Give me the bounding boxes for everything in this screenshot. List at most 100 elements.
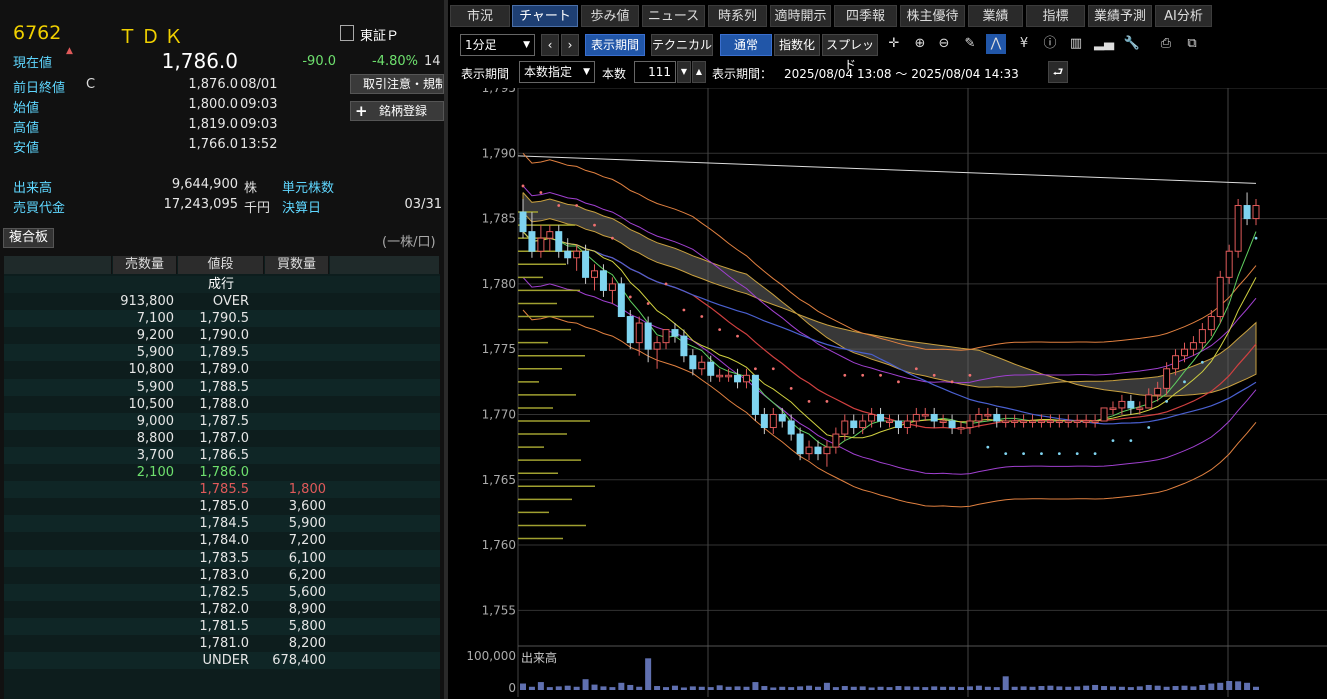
sar-dot	[1057, 452, 1061, 456]
next-arrow-icon[interactable]: ›	[561, 34, 579, 56]
period-button[interactable]: 表示期間	[585, 34, 645, 56]
tab-8[interactable]: 業績	[968, 5, 1023, 27]
board-row[interactable]: 1,782.0 8,900	[4, 600, 440, 618]
board-price: 1,784.0	[199, 533, 249, 549]
yen-icon[interactable]: ¥	[1019, 36, 1029, 51]
trade-notice-button[interactable]: 取引注意・規制	[350, 74, 444, 94]
market-order-row[interactable]: 成行	[4, 276, 440, 293]
volume-bar	[877, 686, 884, 690]
panel-divider[interactable]	[444, 0, 448, 699]
tab-10[interactable]: 業績予測	[1088, 5, 1152, 27]
board-price: 1,787.0	[199, 430, 249, 446]
info-icon[interactable]: ⓘ	[1043, 36, 1057, 51]
board-row[interactable]: 8,800 1,787.0	[4, 429, 440, 447]
wrench-icon[interactable]: 🔧	[1123, 36, 1141, 51]
board-tab[interactable]: 複合板	[3, 228, 55, 248]
print-icon[interactable]: ⎙	[1160, 36, 1172, 51]
board-sell-qty: 7,100	[136, 311, 174, 327]
board-row[interactable]: 1,784.0 7,200	[4, 532, 440, 550]
volume-profile-icon[interactable]: ▂▄	[1094, 36, 1114, 51]
tab-3[interactable]: ニュース	[642, 5, 705, 27]
candle	[573, 250, 581, 259]
board-row[interactable]: 5,900 1,788.5	[4, 378, 440, 396]
turnover-label: 売買代金	[13, 201, 66, 216]
volume-bar	[645, 658, 652, 690]
board-row[interactable]: UNDER 678,400	[4, 652, 440, 670]
board-row[interactable]: 1,785.5 1,800	[4, 481, 440, 499]
board-row[interactable]: 5,900 1,789.5	[4, 344, 440, 362]
candle	[823, 446, 831, 455]
register-button[interactable]: + 銘柄登録	[350, 101, 444, 121]
board-row[interactable]: 1,783.5 6,100	[4, 549, 440, 567]
candle	[966, 420, 974, 429]
tab-5[interactable]: 適時開示	[770, 5, 831, 27]
tab-9[interactable]: 指標	[1026, 5, 1085, 27]
candle	[1002, 420, 1010, 423]
candle	[689, 355, 697, 370]
interval-select[interactable]: 1分足 ▼	[460, 34, 535, 56]
technical-button[interactable]: テクニカル	[651, 34, 713, 56]
sar-dot	[1165, 400, 1169, 403]
return-icon[interactable]: ⮐	[1048, 61, 1068, 83]
my-chart-icon[interactable]: ▥	[1069, 36, 1083, 51]
candle	[725, 374, 733, 378]
candle	[1145, 394, 1153, 409]
period-mode-select[interactable]: 本数指定 ▼	[519, 61, 595, 83]
candle	[591, 270, 599, 278]
chart-pattern-icon[interactable]: ⋀	[986, 34, 1006, 54]
board-row[interactable]: 10,800 1,789.0	[4, 361, 440, 379]
document-icon[interactable]	[340, 25, 354, 41]
volume-bar	[582, 679, 589, 690]
board-row[interactable]: 9,000 1,787.5	[4, 412, 440, 430]
candle	[698, 361, 706, 370]
board-row[interactable]: 1,782.5 5,600	[4, 583, 440, 601]
crosshair-icon[interactable]: ✛	[888, 36, 900, 51]
zoom-in-icon[interactable]: ⊕	[914, 36, 926, 51]
count-input[interactable]: 111	[634, 61, 676, 83]
board-row[interactable]: 7,100 1,790.5	[4, 310, 440, 328]
board-row[interactable]: 3,700 1,786.5	[4, 446, 440, 464]
spread-button[interactable]: スプレッド	[822, 34, 878, 72]
range-value: 2025/08/04 13:08 〜 2025/08/04 14:33	[784, 67, 1019, 81]
board-row[interactable]: 2,100 1,786.0	[4, 464, 440, 481]
volume-bar	[788, 687, 795, 690]
price-change: -90.0	[302, 54, 336, 69]
candle	[1207, 316, 1215, 331]
board-row[interactable]: 9,200 1,790.0	[4, 327, 440, 345]
tab-11[interactable]: AI分析	[1155, 5, 1212, 27]
tab-1[interactable]: チャート	[512, 5, 578, 27]
tab-7[interactable]: 株主優待	[900, 5, 965, 27]
candle	[680, 335, 688, 357]
interval-value: 1分足	[465, 38, 497, 52]
zoom-out-icon[interactable]: ⊖	[938, 36, 950, 51]
board-row[interactable]: 1,785.0 3,600	[4, 498, 440, 516]
count-up-icon[interactable]: ▲	[692, 61, 706, 83]
candle	[1055, 420, 1063, 423]
volume-bar	[627, 684, 634, 690]
price-chart[interactable]: 1,795 1,790 1,785 1,780 1,775 1,770 1,765 1,760…	[448, 88, 1327, 697]
board-row[interactable]: 1,783.0 6,200	[4, 566, 440, 584]
board-row[interactable]: 1,784.5 5,900	[4, 515, 440, 533]
volume-bar	[1092, 684, 1099, 690]
board-row[interactable]: 10,500 1,788.0	[4, 395, 440, 413]
board-row[interactable]: 913,800 OVER	[4, 293, 440, 310]
board-price: 1,787.5	[199, 413, 249, 429]
tab-0[interactable]: 市況	[450, 5, 510, 27]
tab-6[interactable]: 四季報	[834, 5, 897, 27]
prev-arrow-icon[interactable]: ‹	[541, 34, 559, 56]
tab-2[interactable]: 歩み値	[581, 5, 639, 27]
candle	[537, 237, 545, 252]
normal-button[interactable]: 通常	[720, 34, 772, 56]
pencil-icon[interactable]: ✎	[964, 36, 976, 51]
tab-4[interactable]: 時系列	[708, 5, 767, 27]
candle	[653, 342, 661, 350]
volume-bar	[1217, 682, 1224, 690]
volume-bar	[1253, 686, 1259, 690]
board-row[interactable]: 1,781.0 8,200	[4, 635, 440, 652]
index-button[interactable]: 指数化	[774, 34, 820, 56]
board-buy-qty: 8,200	[288, 636, 326, 651]
count-down-icon[interactable]: ▼	[677, 61, 691, 83]
popout-icon[interactable]: ⧉	[1187, 36, 1197, 51]
board-sell-qty: 10,800	[128, 362, 175, 378]
board-row[interactable]: 1,781.5 5,800	[4, 617, 440, 635]
